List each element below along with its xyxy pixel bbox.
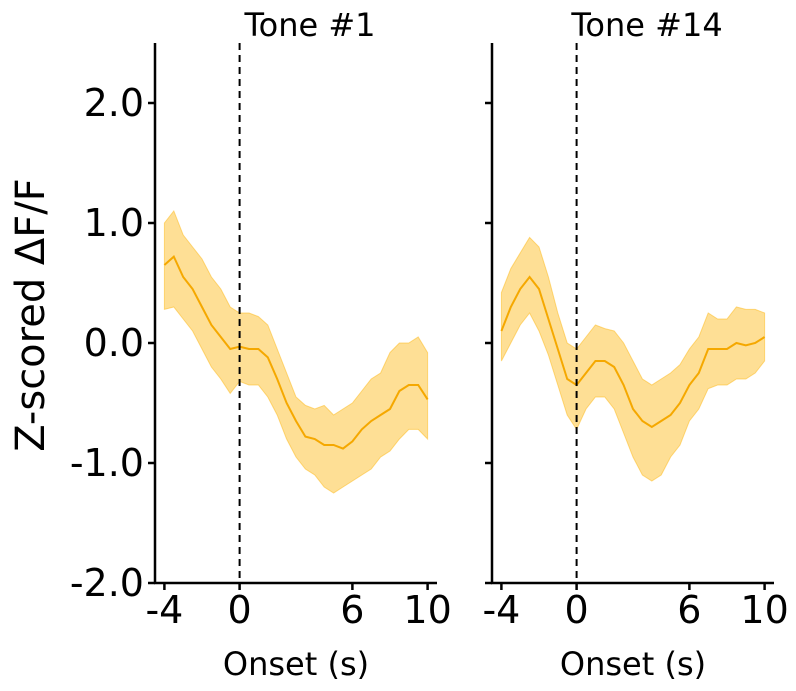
panel-title: Tone #1	[244, 6, 376, 44]
y-tick-label: 0.0	[84, 321, 144, 365]
x-tick-label: -4	[145, 588, 183, 632]
confidence-band	[500, 236, 766, 482]
y-tick-label: -1.0	[70, 441, 144, 485]
panel-2: -4 0 6 10 Tone #14 Onset (s)	[482, 6, 788, 683]
x-tick-label: 0	[228, 588, 252, 632]
y-tick-label: 1.0	[84, 201, 144, 245]
x-axis-label: Onset (s)	[560, 645, 706, 683]
x-axis-label: Onset (s)	[223, 645, 369, 683]
panel-1: -2.0 -1.0 0.0 1.0 2.0 -4 0 6 10 Tone #1 Onset (s)	[70, 6, 452, 683]
x-tick-label: 6	[340, 588, 364, 632]
confidence-band	[163, 210, 429, 494]
y-axis-label: Z-scored ΔF/F	[8, 178, 54, 452]
mean-trace-line	[500, 275, 766, 429]
mean-trace-line	[163, 254, 429, 450]
y-tick-label: 2.0	[84, 81, 144, 125]
x-tick-label: 6	[677, 588, 701, 632]
y-tick-label: -2.0	[70, 561, 144, 605]
panel-title: Tone #14	[570, 6, 722, 44]
x-tick-label: 10	[403, 588, 451, 632]
x-tick-label: 10	[740, 588, 788, 632]
x-tick-label: -4	[482, 588, 520, 632]
x-tick-label: 0	[565, 588, 589, 632]
